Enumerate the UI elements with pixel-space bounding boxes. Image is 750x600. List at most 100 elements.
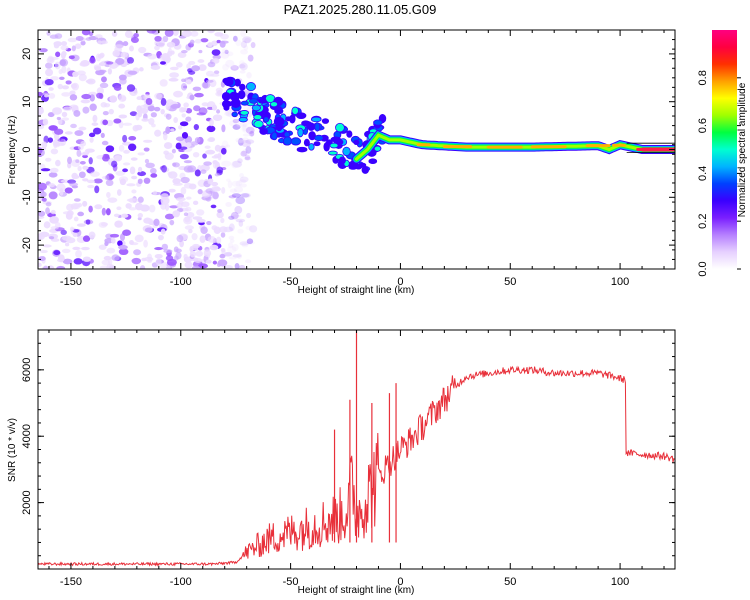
y-tick-label: 0 <box>21 146 33 152</box>
noise-blob <box>190 30 199 37</box>
noise-blob <box>108 174 115 180</box>
noise-blob <box>111 160 118 168</box>
noise-blob <box>242 36 252 43</box>
noise-blob <box>77 165 82 172</box>
transition-blob <box>253 119 264 129</box>
noise-blob <box>69 182 78 187</box>
noise-blob <box>164 30 174 37</box>
noise-blob <box>116 189 122 196</box>
noise-blob <box>188 70 196 75</box>
noise-blob <box>226 112 232 117</box>
noise-blob <box>211 40 218 47</box>
noise-blob <box>98 221 108 228</box>
noise-blob <box>135 112 140 121</box>
noise-blob <box>170 103 181 109</box>
noise-blob <box>131 175 138 180</box>
noise-blob <box>128 136 137 141</box>
noise-blob <box>106 119 114 127</box>
noise-blob <box>189 39 195 45</box>
noise-blob <box>73 109 81 117</box>
transition-blob <box>253 114 263 121</box>
noise-blob <box>68 55 75 60</box>
noise-blob <box>66 203 74 212</box>
noise-blob <box>128 143 137 152</box>
noise-blob <box>221 140 229 149</box>
noise-blob <box>61 111 68 118</box>
noise-blob <box>160 108 165 115</box>
transition-blob <box>335 122 345 133</box>
noise-blob <box>45 207 50 215</box>
y-tick-label: -20 <box>21 237 33 253</box>
noise-blob <box>101 140 109 146</box>
noise-blob <box>247 54 254 62</box>
noise-blob <box>214 173 220 177</box>
noise-blob <box>61 85 70 90</box>
noise-blob <box>61 117 70 121</box>
noise-blob <box>82 106 90 114</box>
noise-blob <box>210 204 217 209</box>
noise-blob <box>199 235 206 243</box>
noise-blob <box>122 168 129 173</box>
noise-blob <box>88 231 96 239</box>
noise-blob <box>67 156 72 165</box>
noise-blob <box>71 175 80 180</box>
noise-blob <box>61 235 72 241</box>
noise-blob <box>185 108 193 114</box>
transition-blob <box>296 112 307 120</box>
noise-blob <box>250 130 255 137</box>
noise-blob <box>170 128 175 132</box>
noise-blob <box>232 214 241 218</box>
noise-blob <box>72 71 79 78</box>
noise-blob <box>40 191 47 198</box>
noise-blob <box>183 253 188 260</box>
noise-blob <box>48 87 54 91</box>
noise-blob <box>250 41 256 49</box>
noise-blob <box>181 30 192 38</box>
colorbar-tick-label: 0.8 <box>697 70 709 85</box>
noise-blob <box>154 92 163 100</box>
noise-blob <box>118 114 128 119</box>
noise-blob <box>73 198 81 202</box>
noise-blob <box>161 243 169 251</box>
noise-blob <box>42 244 52 248</box>
noise-blob <box>245 225 253 231</box>
noise-blob <box>215 236 222 244</box>
noise-blob <box>111 31 118 37</box>
noise-blob <box>220 33 229 40</box>
noise-blob <box>164 213 175 220</box>
transition-blob <box>321 118 330 124</box>
noise-blob <box>59 188 64 196</box>
noise-blob <box>128 197 139 204</box>
noise-blob <box>172 30 179 36</box>
noise-blob <box>211 49 221 56</box>
colorbar-tick-label: 0.4 <box>697 166 709 181</box>
noise-blob <box>165 113 172 120</box>
noise-blob <box>205 79 214 83</box>
noise-blob <box>235 137 245 143</box>
noise-blob <box>45 202 52 207</box>
transition-blob <box>269 101 278 108</box>
x-tick-label: 50 <box>504 276 516 288</box>
noise-blob <box>163 142 173 150</box>
noise-blob <box>98 69 107 74</box>
noise-blob <box>130 157 138 161</box>
noise-blob <box>81 93 92 100</box>
noise-blob <box>137 217 142 221</box>
noise-blob <box>94 204 103 210</box>
noise-blob <box>194 38 202 44</box>
noise-blob <box>200 38 209 43</box>
noise-blob <box>67 37 78 43</box>
noise-blob <box>122 122 133 126</box>
noise-blob <box>115 57 125 65</box>
noise-blob <box>194 169 201 177</box>
chart-title: PAZ1.2025.280.11.05.G09 <box>284 2 437 17</box>
x-tick-label: -150 <box>60 576 82 588</box>
noise-blob <box>242 123 248 127</box>
noise-blob <box>222 63 229 71</box>
noise-blob <box>39 48 48 53</box>
noise-blob <box>153 106 161 112</box>
noise-blob <box>97 40 102 45</box>
noise-blob <box>148 204 156 213</box>
noise-blob <box>194 92 204 98</box>
transition-blob <box>373 145 382 152</box>
